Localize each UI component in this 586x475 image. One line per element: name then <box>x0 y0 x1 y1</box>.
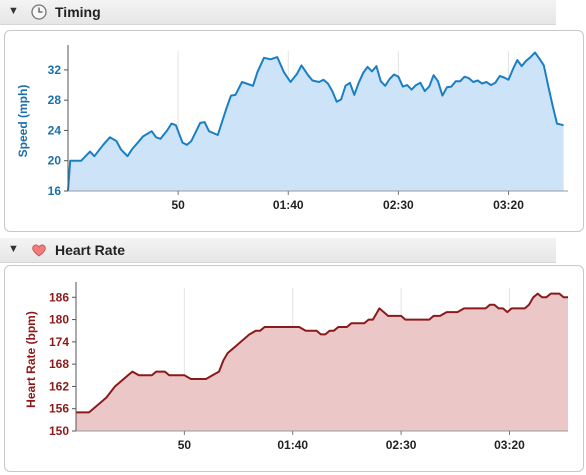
speed-x-tick-label: 02:30 <box>383 198 414 212</box>
heart-rate-area-fill <box>76 293 568 431</box>
heart-rate-y-tick-label: 174 <box>49 335 69 349</box>
heart-rate-y-tick-label: 156 <box>49 402 69 416</box>
speed-x-tick-label: 50 <box>171 198 185 212</box>
timing-section-header[interactable]: ▼ Timing <box>0 0 556 25</box>
heart-rate-x-tick-label: 01:40 <box>277 438 308 452</box>
heart-rate-y-axis-label: Heart Rate (bpm) <box>24 311 38 408</box>
heart-rate-x-tick-label: 02:30 <box>386 438 417 452</box>
heart-rate-y-tick-label: 180 <box>49 313 69 327</box>
heart-rate-collapse-toggle[interactable]: ▼ <box>8 243 19 255</box>
heart-rate-y-tick-label: 150 <box>49 424 69 438</box>
heart-icon <box>32 244 46 257</box>
heart-rate-y-tick-label: 186 <box>49 290 69 304</box>
speed-y-tick-label: 28 <box>48 93 62 107</box>
heart-rate-series-line <box>76 292 568 414</box>
speed-y-tick-label: 20 <box>48 154 62 168</box>
timing-section-title: Timing <box>55 4 101 20</box>
speed-y-tick-label: 24 <box>48 123 62 137</box>
heart-rate-x-tick-label: 50 <box>178 438 192 452</box>
speed-area-fill <box>68 52 564 191</box>
speed-chart-panel: 16 20 24 28 32 50 01:40 02:30 03:20 Speed (mph) <box>4 30 584 232</box>
speed-x-tick-label: 01:40 <box>273 198 304 212</box>
speed-series-line <box>67 51 564 192</box>
speed-y-tick-label: 16 <box>48 184 62 198</box>
clock-icon <box>31 4 47 20</box>
speed-x-tick-label: 03:20 <box>493 198 524 212</box>
heart-rate-chart: 150 156 162 168 174 180 186 50 01:40 02:30 03:20 He… <box>24 282 568 452</box>
speed-y-axis-label: Speed (mph) <box>16 85 30 158</box>
heart-rate-section-title: Heart Rate <box>55 242 126 258</box>
heart-rate-section-header[interactable]: ▼ Heart Rate <box>0 238 556 263</box>
speed-chart: 16 20 24 28 32 50 01:40 02:30 03:20 Speed (mph) <box>16 45 568 212</box>
heart-rate-x-tick-label: 03:20 <box>494 438 525 452</box>
heart-rate-chart-panel: 150 156 162 168 174 180 186 50 01:40 02:30 03:20 He… <box>4 265 584 472</box>
heart-rate-y-tick-label: 168 <box>49 357 69 371</box>
heart-rate-y-tick-label: 162 <box>49 379 69 393</box>
timing-collapse-toggle[interactable]: ▼ <box>8 5 19 17</box>
speed-y-tick-label: 32 <box>48 63 62 77</box>
